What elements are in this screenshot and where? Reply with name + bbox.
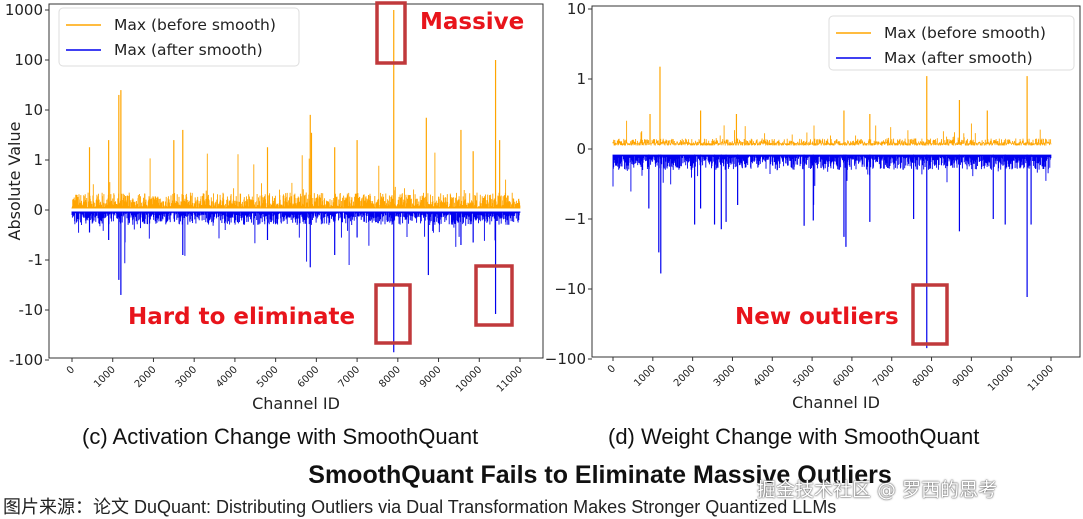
x-tick-label: 7000 (871, 363, 897, 389)
series-after (612, 154, 1052, 349)
y-tick-label: 0 (576, 140, 586, 158)
x-tick-label: 5000 (255, 364, 281, 390)
y-tick-label: -1 (28, 251, 43, 269)
legend: Max (before smooth) Max (after smooth) (828, 15, 1075, 71)
caption-d: (d) Weight Change with SmoothQuant (608, 424, 980, 449)
annotation-label: Massive (420, 9, 524, 35)
y-axis-label: Absolute Value (5, 122, 24, 241)
x-tick-label: 10000 (986, 363, 1016, 393)
highlight-box (375, 1, 407, 65)
axes-frame (591, 5, 1081, 358)
x-tick-label: 6000 (831, 363, 857, 389)
series-band (71, 211, 521, 265)
series-before (612, 66, 1052, 146)
x-tick-label: 2000 (133, 364, 159, 390)
legend-label: Max (after smooth) (114, 41, 263, 59)
y-tick-label: 100 (14, 51, 43, 69)
legend-label: Max (before smooth) (114, 16, 276, 34)
y-tick-label: 0 (33, 201, 43, 219)
x-tick-label: 9000 (418, 364, 444, 390)
highlight-box (911, 283, 949, 346)
x-tick-label: 0 (606, 363, 618, 375)
y-tick-label: 1 (33, 151, 43, 169)
y-tick-label: −100 (545, 350, 586, 368)
x-tick-label: 10000 (454, 364, 484, 394)
source-line: 图片来源：论文 DuQuant: Distributing Outliers v… (3, 497, 837, 517)
x-tick-label: 2000 (672, 363, 698, 389)
series-band (612, 154, 1052, 205)
y-tick-label: 1000 (5, 1, 43, 19)
series-band (71, 152, 521, 209)
caption-c: (c) Activation Change with SmoothQuant (82, 424, 479, 449)
x-tick-label: 0 (65, 364, 77, 376)
series-after (71, 211, 521, 353)
x-axis-label: Channel ID (252, 394, 340, 413)
highlight-box (374, 283, 412, 345)
x-tick-label: 3000 (174, 364, 200, 390)
y-tick-label: −1 (564, 210, 586, 228)
x-tick-label: 4000 (214, 364, 240, 390)
annotation-label: New outliers (735, 304, 899, 330)
y-tick-label: 1 (576, 70, 586, 88)
legend-box (58, 7, 300, 67)
legend-label: Max (before smooth) (884, 24, 1046, 42)
axes-frame (48, 3, 544, 359)
x-tick-label: 3000 (712, 363, 738, 389)
annotation-label: Hard to eliminate (128, 304, 355, 330)
series-before (71, 10, 521, 209)
y-tick-label: 10 (24, 101, 43, 119)
watermark: 掘金技术社区 @ 罗西的思考 (757, 479, 998, 501)
legend-box (828, 15, 1075, 71)
y-tick-label: −10 (554, 280, 586, 298)
x-tick-label: 11000 (495, 364, 525, 394)
legend: Max (before smooth) Max (after smooth) (58, 7, 300, 67)
x-axis-label: Channel ID (792, 393, 880, 412)
y-tick-label: -100 (9, 351, 43, 369)
x-tick-label: 1000 (632, 363, 658, 389)
x-tick-label: 11000 (1026, 363, 1056, 393)
x-tick-label: 8000 (377, 364, 403, 390)
x-tick-label: 5000 (791, 363, 817, 389)
y-tick-label: 10 (567, 0, 586, 18)
highlight-box (474, 264, 514, 327)
x-tick-label: 8000 (911, 363, 937, 389)
x-tick-label: 9000 (951, 363, 977, 389)
x-tick-label: 4000 (752, 363, 778, 389)
x-tick-label: 7000 (336, 364, 362, 390)
x-tick-label: 6000 (296, 364, 322, 390)
series-band (612, 120, 1052, 146)
y-tick-label: -10 (19, 301, 44, 319)
figure-title: SmoothQuant Fails to Eliminate Massive O… (308, 461, 892, 489)
x-tick-label: 1000 (92, 364, 118, 390)
legend-label: Max (after smooth) (884, 49, 1033, 67)
